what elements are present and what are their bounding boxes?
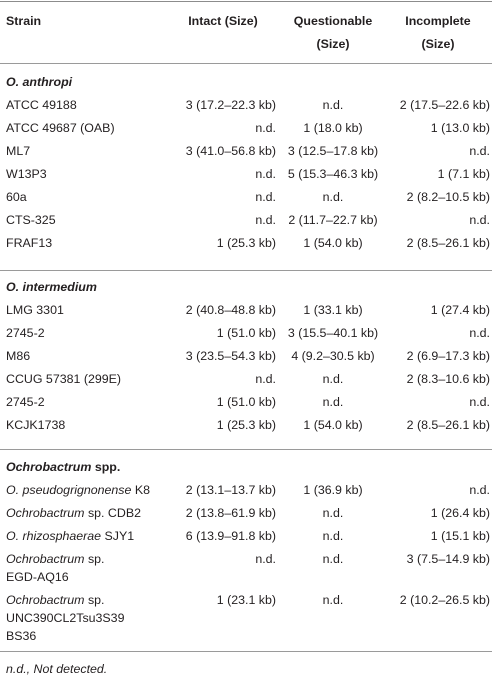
- incomplete-cell: 1 (7.1 kb): [437, 167, 490, 181]
- questionable-cell: n.d.: [322, 98, 344, 112]
- strain-cell: 2745-2: [6, 395, 45, 409]
- header-strain: Strain: [6, 14, 42, 28]
- questionable-cell: 3 (12.5–17.8 kb): [287, 144, 379, 158]
- questionable-cell: 2 (11.7–22.7 kb): [288, 213, 378, 227]
- strain-cell-line3: BS36: [6, 629, 37, 643]
- strain-cell: ML7: [6, 144, 31, 158]
- questionable-cell: n.d.: [322, 529, 344, 543]
- incomplete-cell: 1 (15.1 kb): [430, 529, 490, 543]
- strain-cell: Ochrobactrum sp. CDB2: [6, 506, 141, 520]
- header-rule: [0, 63, 492, 64]
- group-divider: [0, 449, 492, 450]
- strain-cell: W13P3: [6, 167, 47, 181]
- group-title-ochrobactrum-spp: Ochrobactrum spp.: [6, 460, 121, 474]
- strain-cell-line2: EGD-AQ16: [6, 570, 69, 584]
- strain-cell: O. rhizosphaerae SJY1: [6, 529, 135, 543]
- footnote: n.d., Not detected.: [6, 662, 108, 676]
- incomplete-cell: 2 (8.2–10.5 kb): [406, 190, 490, 204]
- group-title-o-intermedium: O. intermedium: [6, 280, 97, 294]
- intact-cell: 2 (13.1–13.7 kb): [185, 483, 276, 497]
- incomplete-cell: n.d.: [469, 213, 490, 227]
- intact-cell: 1 (51.0 kb): [216, 395, 276, 409]
- intact-cell: 3 (17.2–22.3 kb): [185, 98, 276, 112]
- strain-cell: ATCC 49687 (OAB): [6, 121, 115, 135]
- intact-cell: n.d.: [255, 372, 276, 386]
- group-divider: [0, 270, 492, 271]
- incomplete-cell: n.d.: [469, 395, 490, 409]
- incomplete-cell: 2 (17.5–22.6 kb): [399, 98, 490, 112]
- intact-cell: 1 (25.3 kb): [216, 236, 276, 250]
- questionable-cell: 1 (54.0 kb): [303, 418, 363, 432]
- intact-cell: 3 (23.5–54.3 kb): [185, 349, 276, 363]
- bottom-rule: [0, 651, 492, 652]
- top-rule: [0, 1, 492, 2]
- group-title-o-anthropi: O. anthropi: [6, 75, 73, 89]
- questionable-cell: 1 (33.1 kb): [303, 303, 363, 317]
- strain-cell: Ochrobactrum sp.: [6, 552, 105, 566]
- strain-cell: O. pseudogrignonense K8: [6, 483, 150, 497]
- intact-cell: 1 (25.3 kb): [216, 418, 276, 432]
- questionable-cell: n.d.: [322, 593, 344, 607]
- strain-cell: CTS-325: [6, 213, 56, 227]
- header-incomplete-size: (Size): [421, 37, 455, 51]
- strain-cell: FRAF13: [6, 236, 53, 250]
- intact-cell: n.d.: [255, 190, 276, 204]
- intact-cell: n.d.: [255, 213, 276, 227]
- questionable-cell: n.d.: [322, 506, 344, 520]
- intact-cell: n.d.: [255, 121, 276, 135]
- strain-cell-line2: UNC390CL2Tsu3S39: [6, 611, 125, 625]
- intact-cell: 6 (13.9–91.8 kb): [185, 529, 276, 543]
- questionable-cell: n.d.: [322, 395, 344, 409]
- intact-cell: 2 (40.8–48.8 kb): [185, 303, 276, 317]
- strain-cell: ATCC 49188: [6, 98, 77, 112]
- strain-cell: Ochrobactrum sp.: [6, 593, 105, 607]
- intact-cell: n.d.: [255, 167, 276, 181]
- incomplete-cell: n.d.: [469, 144, 490, 158]
- questionable-cell: 1 (18.0 kb): [303, 121, 363, 135]
- incomplete-cell: 2 (10.2–26.5 kb): [399, 593, 490, 607]
- questionable-cell: n.d.: [322, 190, 344, 204]
- header-questionable-size: (Size): [316, 37, 350, 51]
- incomplete-cell: n.d.: [469, 483, 490, 497]
- questionable-cell: n.d.: [322, 372, 344, 386]
- intact-cell: 1 (23.1 kb): [216, 593, 276, 607]
- strain-cell: LMG 3301: [6, 303, 64, 317]
- incomplete-cell: 1 (27.4 kb): [430, 303, 490, 317]
- strain-cell: 60a: [6, 190, 27, 204]
- incomplete-cell: 1 (26.4 kb): [430, 506, 490, 520]
- incomplete-cell: n.d.: [469, 326, 490, 340]
- strain-cell: 2745-2: [6, 326, 45, 340]
- incomplete-cell: 2 (8.3–10.6 kb): [406, 372, 490, 386]
- intact-cell: n.d.: [255, 552, 276, 566]
- intact-cell: 2 (13.8–61.9 kb): [185, 506, 276, 520]
- strain-cell: CCUG 57381 (299E): [6, 372, 122, 386]
- header-intact: Intact (Size): [188, 14, 258, 28]
- strain-cell: KCJK1738: [6, 418, 66, 432]
- intact-cell: 1 (51.0 kb): [216, 326, 276, 340]
- questionable-cell: 3 (15.5–40.1 kb): [287, 326, 379, 340]
- questionable-cell: 4 (9.2–30.5 kb): [291, 349, 375, 363]
- incomplete-cell: 2 (8.5–26.1 kb): [406, 418, 490, 432]
- questionable-cell: 1 (36.9 kb): [303, 483, 363, 497]
- questionable-cell: 1 (54.0 kb): [303, 236, 363, 250]
- questionable-cell: 5 (15.3–46.3 kb): [287, 167, 379, 181]
- intact-cell: 3 (41.0–56.8 kb): [185, 144, 276, 158]
- incomplete-cell: 2 (8.5–26.1 kb): [406, 236, 490, 250]
- incomplete-cell: 1 (13.0 kb): [430, 121, 490, 135]
- strain-cell: M86: [6, 349, 31, 363]
- header-incomplete: Incomplete: [405, 14, 471, 28]
- incomplete-cell: 2 (6.9–17.3 kb): [406, 349, 490, 363]
- incomplete-cell: 3 (7.5–14.9 kb): [406, 552, 490, 566]
- header-questionable: Questionable: [293, 14, 373, 28]
- questionable-cell: n.d.: [322, 552, 344, 566]
